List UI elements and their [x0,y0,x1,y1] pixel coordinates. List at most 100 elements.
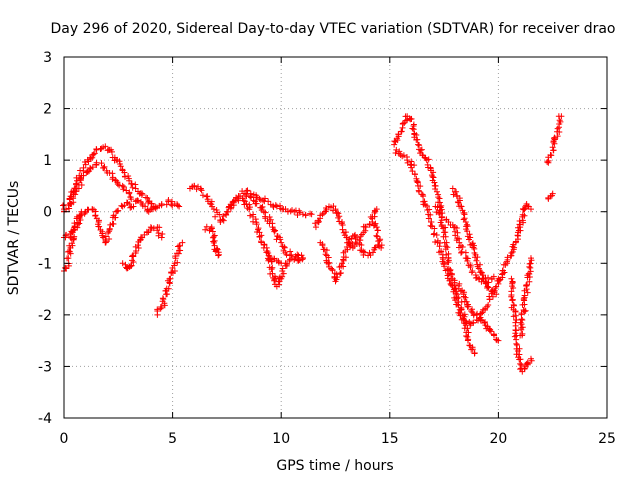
data-point [144,194,151,201]
data-point [442,229,449,236]
data-point [130,253,137,260]
data-point [145,199,152,206]
data-point [197,186,204,193]
data-point [331,274,338,281]
data-point [393,135,400,142]
data-point [336,213,343,220]
data-point [278,239,285,246]
data-point [130,203,137,210]
data-point [66,248,73,255]
data-point [526,271,533,278]
data-point [482,280,489,287]
series-sat-n [391,113,478,357]
data-point [110,221,117,228]
data-point [458,248,465,255]
data-point [71,220,78,227]
series-sat-b [61,159,183,215]
data-point [514,347,521,354]
data-point [430,174,437,181]
data-point [78,208,85,215]
series-sat-r [455,280,502,344]
data-point [312,224,319,231]
plot-frame [63,56,608,419]
data-point [176,203,183,210]
data-point [467,264,474,271]
series-sat-f [154,239,186,318]
data-point [268,266,275,273]
data-point [373,232,380,239]
data-point [435,194,442,201]
data-point [110,212,117,219]
data-point [62,264,69,271]
data-point [135,244,142,251]
data-point [161,302,168,309]
data-point [490,273,497,280]
series-sat-w [545,190,556,202]
series-sat-q [449,185,500,298]
data-point [84,168,91,175]
data-point [513,340,520,347]
data-point [119,182,126,189]
data-point [511,333,518,340]
series-sat-u [517,255,535,339]
y-axis-label: SDTVAR / TECUs [6,181,22,296]
data-point [70,189,77,196]
data-point [148,200,155,207]
data-point [524,203,531,210]
data-point [504,256,511,263]
data-point [432,239,439,246]
data-point [272,202,279,209]
data-point [87,155,94,162]
x-tick-label: 5 [168,431,177,447]
data-point [513,327,520,334]
data-point [425,215,432,222]
data-point [116,182,123,189]
data-point [518,321,525,328]
data-point [230,198,237,205]
data-point [121,169,128,176]
data-point [464,333,471,340]
data-point [484,284,491,291]
data-point [265,198,272,205]
data-point [558,113,565,120]
data-point [340,263,347,270]
data-point [253,200,260,207]
data-point [508,275,515,282]
data-point [466,342,473,349]
data-point [470,244,477,251]
data-point [319,211,326,218]
data-point [458,306,465,313]
data-point [247,212,254,219]
data-point [120,186,127,193]
data-point [357,237,364,244]
x-axis-label: GPS time / hours [276,458,393,474]
data-point [70,195,77,202]
data-point [434,204,441,211]
data-point [299,211,306,218]
data-point [549,144,556,151]
data-point [527,255,534,262]
data-point [334,274,341,281]
data-point [277,236,284,243]
data-point [499,267,506,274]
data-point [288,251,295,258]
data-point [158,304,165,311]
data-point [485,284,492,291]
data-point [127,204,134,211]
data-point [436,249,443,256]
data-point [478,317,485,324]
data-point [513,316,520,323]
data-point [265,257,272,264]
data-point [154,306,161,313]
y-tick-label: 0 [43,205,52,221]
data-point [163,285,170,292]
data-point [271,228,278,235]
data-point [125,172,132,179]
data-point [243,200,250,207]
data-point [554,133,561,140]
data-point [102,143,109,150]
data-point [469,268,476,275]
data-point [391,138,398,145]
data-point [59,202,66,209]
y-tick-label: 1 [43,153,52,169]
